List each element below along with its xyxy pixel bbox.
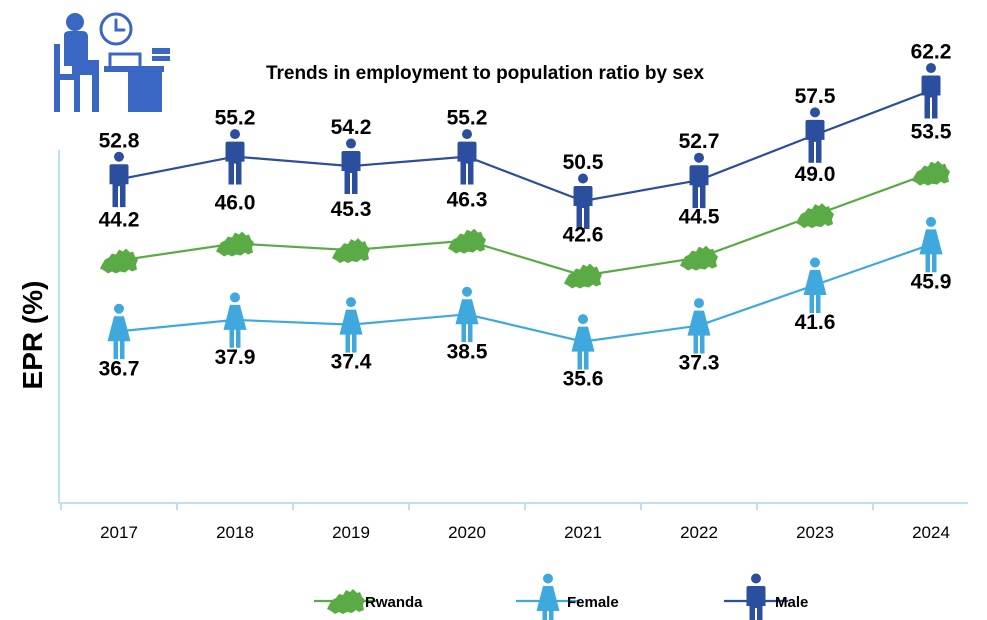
x-tick-label-2023: 2023 xyxy=(796,523,834,542)
office-worker-clock-icon xyxy=(54,12,170,112)
female-figure-icon xyxy=(536,573,560,620)
rwanda-map-icon xyxy=(680,245,718,271)
data-labels: 52.8 55.2 54.2 55.2 50.5 52.7 57.5 62.2 44.2 46.0… xyxy=(99,41,952,391)
data-label-rwanda-2021: 42.6 xyxy=(563,224,604,247)
legend: Rwanda Female Male xyxy=(314,573,808,620)
data-label-female-2019: 37.4 xyxy=(331,351,372,374)
data-label-female-2021: 35.6 xyxy=(563,368,604,391)
legend-label-rwanda: Rwanda xyxy=(365,594,423,611)
data-label-female-2024: 45.9 xyxy=(911,270,952,293)
series-lines xyxy=(118,89,932,343)
male-figure-icon xyxy=(805,107,825,163)
female-figure-icon xyxy=(107,303,131,360)
female-figure-icon xyxy=(803,257,827,313)
data-label-female-2020: 38.5 xyxy=(447,340,488,363)
female-figure-icon xyxy=(455,286,479,343)
data-label-male-2017: 52.8 xyxy=(99,129,140,152)
series-line-female xyxy=(118,243,932,343)
data-label-male-2023: 57.5 xyxy=(795,85,836,108)
rwanda-map-icon xyxy=(796,203,834,229)
rwanda-map-icon xyxy=(912,160,950,186)
data-label-male-2018: 55.2 xyxy=(215,107,256,130)
data-label-male-2021: 50.5 xyxy=(563,151,604,174)
data-label-female-2023: 41.6 xyxy=(795,311,836,334)
data-label-female-2017: 36.7 xyxy=(99,357,140,380)
female-figure-icon xyxy=(919,216,943,273)
x-tick-label-2021: 2021 xyxy=(564,523,602,542)
female-figure-icon xyxy=(339,297,363,353)
rwanda-map-icon xyxy=(564,263,602,289)
female-figure-icon xyxy=(223,292,247,348)
x-tick-label-2017: 2017 xyxy=(100,523,138,542)
x-tick-label-2022: 2022 xyxy=(680,523,718,542)
series-line-rwanda xyxy=(118,171,932,277)
male-figure-icon xyxy=(921,63,941,119)
data-label-rwanda-2023: 49.0 xyxy=(795,163,836,186)
rwanda-map-icon xyxy=(332,238,370,264)
legend-label-male: Male xyxy=(775,594,808,611)
data-label-rwanda-2018: 46.0 xyxy=(215,191,256,214)
data-label-rwanda-2022: 44.5 xyxy=(679,206,720,229)
data-label-rwanda-2017: 44.2 xyxy=(99,208,140,231)
rwanda-map-icon xyxy=(216,231,254,257)
x-tick-label-2020: 2020 xyxy=(448,523,486,542)
female-figure-icon xyxy=(571,314,595,370)
data-label-rwanda-2024: 53.5 xyxy=(911,121,952,144)
rwanda-map-icon xyxy=(448,228,486,254)
legend-label-female: Female xyxy=(567,594,619,611)
y-axis-label: EPR (%) xyxy=(17,281,48,390)
male-figure-icon xyxy=(109,151,129,208)
data-label-male-2024: 62.2 xyxy=(911,41,952,64)
data-label-male-2019: 54.2 xyxy=(331,116,372,139)
data-label-female-2022: 37.3 xyxy=(679,352,720,375)
male-figure-icon xyxy=(457,129,477,185)
x-tick-label-2019: 2019 xyxy=(332,523,370,542)
series-line-male xyxy=(118,89,932,203)
rwanda-map-icon xyxy=(327,589,365,614)
rwanda-map-icon xyxy=(100,248,138,274)
male-figure-icon xyxy=(341,138,361,195)
chart-title: Trends in employment to population ratio… xyxy=(266,63,705,84)
x-tick-label-2018: 2018 xyxy=(216,523,254,542)
x-tick-label-2024: 2024 xyxy=(912,523,950,542)
male-figure-icon xyxy=(225,129,245,185)
data-label-male-2020: 55.2 xyxy=(447,107,488,130)
x-axis-ticks: 2017 2018 2019 2020 2021 2022 2023 2024 xyxy=(60,503,950,542)
data-label-rwanda-2019: 45.3 xyxy=(331,198,372,221)
female-figure-icon xyxy=(687,298,711,354)
data-label-female-2018: 37.9 xyxy=(215,346,256,369)
male-figure-icon xyxy=(746,573,766,620)
male-figure-icon xyxy=(573,173,593,229)
data-label-male-2022: 52.7 xyxy=(679,130,720,153)
male-figure-icon xyxy=(689,152,709,209)
data-label-rwanda-2020: 46.3 xyxy=(447,189,488,212)
